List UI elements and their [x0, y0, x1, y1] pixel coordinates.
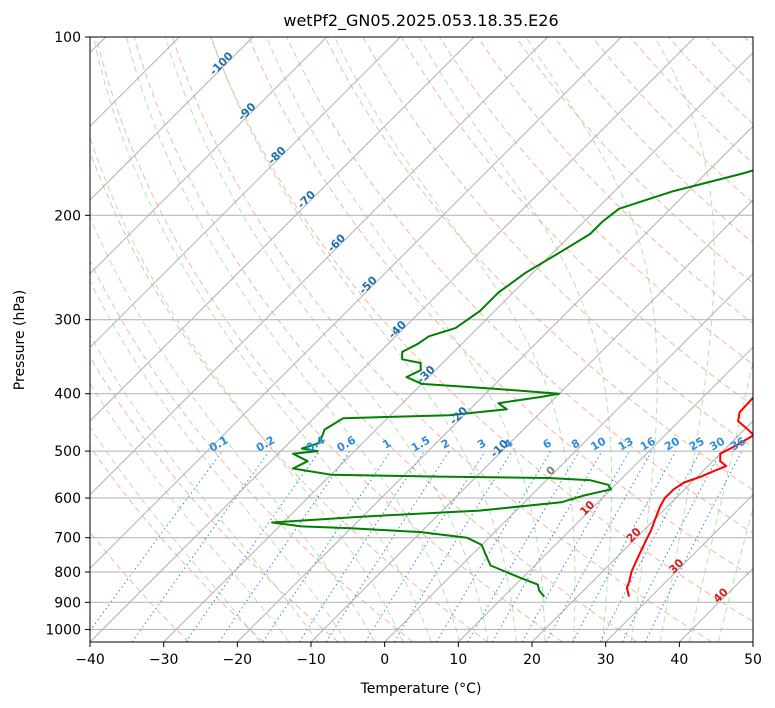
moist-adiabat — [126, 37, 461, 642]
isotherm-line — [531, 420, 753, 642]
moist-adiabat — [688, 358, 753, 642]
moist-adiabat — [90, 215, 376, 642]
x-tick-label: 30 — [597, 652, 615, 668]
isotherm-line — [90, 37, 622, 570]
y-tick-label: 800 — [54, 565, 81, 581]
isotherm-line — [163, 51, 753, 642]
y-tick-label: 100 — [54, 30, 81, 46]
moist-adiabat — [654, 37, 715, 642]
x-tick-label: −10 — [296, 652, 326, 668]
moist-adiabat — [266, 37, 546, 642]
dry-adiabat — [171, 37, 712, 642]
y-tick-label: 700 — [54, 531, 81, 547]
isotherm-line — [90, 37, 401, 349]
plot-frame — [89, 36, 754, 643]
moist-adiabat — [164, 37, 489, 642]
y-tick-label: 400 — [54, 387, 81, 403]
mixing-ratio-line — [185, 450, 320, 642]
x-axis-label: Temperature (°C) — [360, 681, 482, 697]
mixing-ratio-line — [298, 450, 425, 642]
mixing-ratio-line — [325, 450, 450, 642]
profile-line-1 — [271, 169, 753, 598]
dry-adiabat — [90, 445, 264, 642]
mixing-ratio-line — [364, 450, 486, 642]
mixing-ratio-line — [435, 450, 552, 642]
x-tick-label: 40 — [670, 652, 688, 668]
isotherm-line — [605, 493, 753, 642]
y-tick-label: 1000 — [45, 622, 81, 638]
series-lines — [271, 169, 753, 598]
axis-ticks: −40 −30 −20 −10 0 10 20 30 40 50 100 200 300 400 500 60… — [45, 30, 762, 668]
y-axis-label: Pressure (hPa) — [12, 290, 28, 390]
dry-adiabat — [286, 37, 753, 534]
dry-adiabat — [95, 37, 563, 642]
moist-adiabat — [334, 37, 576, 642]
isotherm-line — [457, 346, 753, 642]
isotherm-line — [90, 37, 328, 275]
isotherm-line — [236, 125, 753, 642]
chart-title: wetPf2_GN05.2025.053.18.35.E26 — [283, 11, 558, 31]
moist-adiabat — [525, 37, 658, 642]
x-tick-label: 0 — [380, 652, 389, 668]
x-tick-label: 50 — [744, 652, 762, 668]
y-tick-label: 500 — [54, 444, 81, 460]
isotherm-line — [90, 37, 254, 201]
mixing-ratio-line — [599, 450, 701, 642]
dry-adiabat — [90, 259, 414, 642]
y-tick-label: 300 — [54, 313, 81, 329]
moist-adiabat — [418, 37, 613, 642]
dry-adiabat — [248, 37, 753, 578]
x-tick-label: −20 — [223, 652, 253, 668]
mixing-ratio-line — [467, 450, 580, 642]
y-tick-label: 600 — [54, 491, 81, 507]
mixing-ratio-line — [262, 450, 392, 642]
moist-adiabat — [90, 426, 261, 642]
grid-lines — [90, 37, 753, 642]
x-tick-label: −40 — [75, 652, 105, 668]
moist-adiabat — [717, 506, 753, 642]
dry-adiabat — [210, 37, 753, 623]
moist-adiabat — [90, 135, 404, 642]
isotherm-line — [90, 37, 475, 422]
y-tick-label: 200 — [54, 208, 81, 224]
isotherm-line — [384, 272, 753, 642]
x-tick-label: −30 — [149, 652, 179, 668]
background-lines — [90, 37, 753, 642]
profile-line-0 — [625, 396, 753, 597]
moist-adiabat — [90, 382, 290, 642]
dry-adiabat — [515, 37, 753, 284]
x-tick-label: 20 — [523, 652, 541, 668]
dry-adiabat — [324, 37, 753, 491]
isotherm-line — [310, 199, 753, 642]
mixing-ratio-line — [218, 450, 351, 642]
isotherm-line — [90, 37, 549, 496]
moist-adiabat — [90, 334, 319, 642]
moist-adiabat — [92, 37, 432, 642]
mixing-ratio-line — [572, 450, 677, 642]
y-tick-label: 900 — [54, 595, 81, 611]
isotherm-line — [90, 37, 696, 642]
moist-adiabat — [210, 37, 517, 642]
x-tick-label: 10 — [449, 652, 467, 668]
